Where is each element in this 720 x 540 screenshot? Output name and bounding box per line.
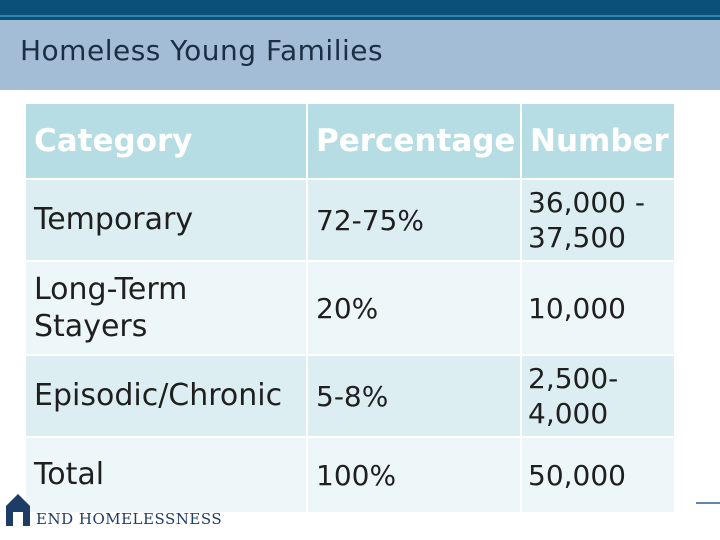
cell-number: 50,000 [522,438,674,512]
organization-logo: END HOMELESSNESS [0,490,222,540]
cell-percentage: 5-8% [308,356,520,436]
table-row: Temporary 72-75% 36,000 - 37,500 [26,180,674,260]
families-table: Category Percentage Number Temporary 72-… [24,102,676,514]
header-percentage: Percentage [308,104,520,178]
table-row: Long-Term Stayers 20% 10,000 [26,262,674,354]
table-row: Episodic/Chronic 5-8% 2,500- 4,000 [26,356,674,436]
slide-title: Homeless Young Families [20,34,384,67]
header-category: Category [26,104,306,178]
logo-text: END HOMELESSNESS [36,510,223,528]
title-band [0,20,720,90]
cell-category: Temporary [26,180,306,260]
cell-percentage: 72-75% [308,180,520,260]
table-header-row: Category Percentage Number [26,104,674,178]
house-logo-icon [6,494,30,526]
table-row: Total 100% 50,000 [26,438,674,512]
cell-category: Episodic/Chronic [26,356,306,436]
footer-rule [696,502,720,504]
cell-number: 36,000 - 37,500 [522,180,674,260]
cell-number: 2,500- 4,000 [522,356,674,436]
cell-percentage: 100% [308,438,520,512]
data-table-container: Category Percentage Number Temporary 72-… [24,102,676,514]
cell-number: 10,000 [522,262,674,354]
cell-percentage: 20% [308,262,520,354]
header-number: Number [522,104,674,178]
cell-category: Total [26,438,306,512]
top-accent-stripe [0,15,720,17]
top-accent-bar [0,0,720,20]
cell-category: Long-Term Stayers [26,262,306,354]
